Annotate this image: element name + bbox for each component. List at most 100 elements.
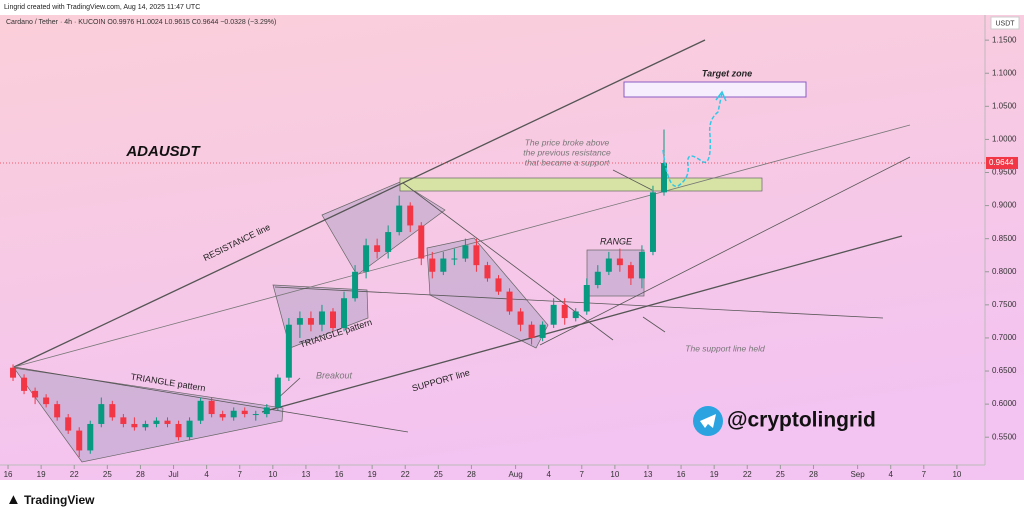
candle-body — [307, 318, 314, 325]
x-tick-label: 16 — [335, 470, 344, 479]
x-tick-label: 10 — [268, 470, 277, 479]
candle-body — [473, 245, 480, 266]
y-tick-label: 1.1500 — [992, 35, 1017, 44]
x-tick-label: 25 — [434, 470, 443, 479]
unit-label: USDT — [995, 20, 1015, 27]
y-tick-label: 0.7500 — [992, 300, 1017, 309]
candle-body — [87, 423, 94, 451]
candle-body — [98, 404, 105, 424]
held-label: The support line held — [685, 343, 765, 353]
x-tick-label: 4 — [204, 470, 209, 479]
candle-body — [616, 258, 623, 266]
candle-body — [76, 430, 83, 451]
x-tick-label: 28 — [467, 470, 476, 479]
x-tick-label: 19 — [37, 470, 46, 479]
candle-body — [131, 423, 138, 428]
handle: @cryptolingrid — [727, 409, 876, 432]
candle-body — [153, 420, 160, 424]
candle-body — [396, 205, 403, 233]
candle-body — [65, 417, 72, 431]
candle-body — [175, 423, 182, 438]
y-tick-label: 0.6000 — [992, 399, 1017, 408]
candle-body — [385, 232, 392, 252]
candle-body — [451, 258, 458, 260]
resistance-line — [13, 39, 706, 368]
x-tick-label: 19 — [710, 470, 719, 479]
x-tick-label: 19 — [368, 470, 377, 479]
candle-body — [186, 420, 193, 438]
candle-body — [583, 285, 590, 312]
last-price-box — [986, 156, 1018, 169]
candle-body — [649, 192, 656, 252]
candles — [10, 129, 667, 458]
x-tick-label: 16 — [4, 470, 13, 479]
last-price-label: 0.9644 — [989, 158, 1014, 167]
y-tick-label: 0.8500 — [992, 234, 1017, 243]
candle-body — [341, 298, 348, 329]
y-tick-label: 1.0500 — [992, 101, 1017, 110]
tv-logo: ▲ — [6, 491, 21, 508]
range-label: RANGE — [600, 236, 633, 246]
brand: TradingView — [24, 493, 95, 507]
candle-body — [440, 258, 447, 272]
projection-path — [662, 92, 723, 188]
candle-body — [418, 225, 425, 259]
candle-body — [572, 311, 579, 319]
telegram-plane — [700, 414, 716, 428]
x-tick-label: 10 — [610, 470, 619, 479]
callout-line: that became a support — [525, 157, 610, 167]
x-tick-label: 25 — [776, 470, 785, 479]
projection-arrowhead — [715, 90, 727, 102]
x-tick-label: 4 — [546, 470, 551, 479]
target-zone-box — [623, 81, 807, 98]
candle-body — [374, 245, 381, 252]
x-tick-label: Sep — [850, 470, 865, 479]
triangle-shape — [321, 181, 446, 276]
y-tick-label: 1.1000 — [992, 68, 1017, 77]
y-tick-label: 0.9500 — [992, 168, 1017, 177]
x-tick-label: 13 — [301, 470, 310, 479]
candle-body — [21, 377, 28, 391]
ticker-label: ADAUSDT — [125, 143, 201, 160]
candle-body — [517, 311, 524, 325]
unit-box — [990, 16, 1020, 30]
x-tick-label: 28 — [809, 470, 818, 479]
y-tick-label: 0.9000 — [992, 201, 1017, 210]
trend-line — [274, 286, 884, 319]
candle-body — [407, 205, 414, 226]
x-tick-label: 4 — [888, 470, 893, 479]
candle-body — [495, 278, 502, 292]
y-tick-label: 0.5500 — [992, 432, 1017, 441]
candle-body — [263, 407, 270, 415]
y-tick-label: 0.7000 — [992, 333, 1017, 342]
candle-body — [429, 258, 436, 272]
x-tick-label: 22 — [743, 470, 752, 479]
x-tick-label: Jul — [168, 470, 178, 479]
x-tick-label: 10 — [952, 470, 961, 479]
x-tick-label: 22 — [70, 470, 79, 479]
y-tick-label: 0.6500 — [992, 366, 1017, 375]
candle-body — [484, 265, 491, 279]
x-tick-label: 25 — [103, 470, 112, 479]
candle-body — [594, 271, 601, 285]
candle-body — [661, 162, 667, 193]
candle-body — [285, 324, 292, 378]
candle-body — [241, 410, 248, 415]
candle-body — [605, 258, 612, 272]
candle-body — [528, 324, 535, 338]
candle-body — [352, 271, 359, 299]
candle-body — [142, 423, 149, 428]
credit: Lingrid created with TradingView.com, Au… — [4, 4, 200, 11]
candle-body — [550, 304, 557, 325]
x-tick-label: 13 — [644, 470, 653, 479]
x-tick-label: 7 — [922, 470, 927, 479]
candle-body — [252, 414, 259, 416]
candle-body — [109, 404, 116, 418]
candle-body — [627, 265, 634, 279]
trend-line — [13, 124, 911, 368]
candle-body — [363, 245, 370, 272]
callout-line: the previous resistance — [523, 147, 611, 157]
candle-body — [54, 404, 61, 418]
candle-body — [32, 390, 39, 398]
